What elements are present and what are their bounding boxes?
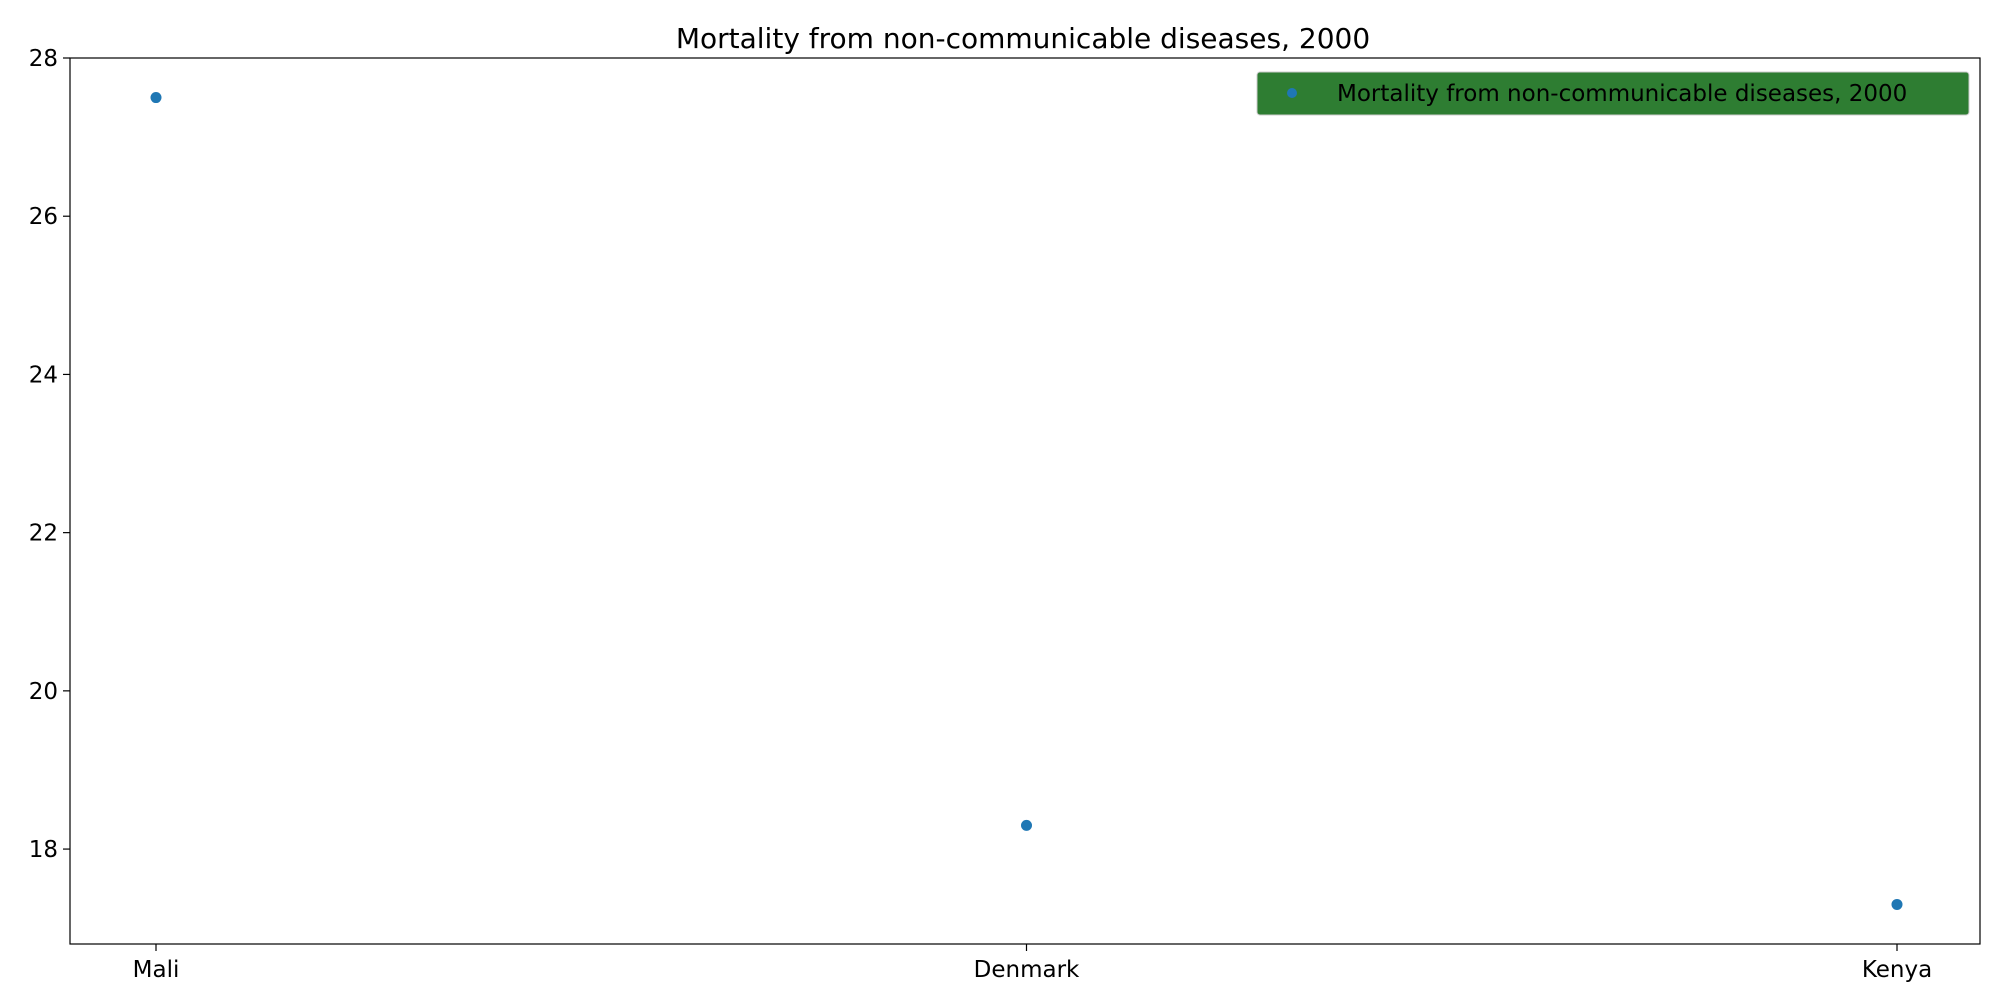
- x-tick-label: Kenya: [1862, 957, 1932, 983]
- x-tick-label: Denmark: [974, 957, 1080, 983]
- y-tick-label: 28: [29, 46, 58, 72]
- legend-box: [1256, 71, 1970, 116]
- y-tick-label: 24: [29, 362, 58, 388]
- y-tick-label: 26: [29, 204, 58, 230]
- y-tick-label: 22: [29, 521, 58, 547]
- chart-title: Mortality from non-communicable diseases…: [676, 22, 1370, 55]
- data-points: [150, 92, 1903, 910]
- y-axis: 18 20 22 24 26 28: [29, 46, 70, 863]
- legend-marker: [1287, 88, 1297, 98]
- y-tick-label: 18: [29, 837, 58, 863]
- data-point: [1891, 898, 1903, 910]
- x-axis: Mali Denmark Kenya: [133, 944, 1932, 983]
- data-point: [1021, 819, 1032, 831]
- plot-area: [69, 57, 1981, 945]
- data-point: [150, 92, 162, 104]
- y-tick-label: 20: [29, 679, 58, 705]
- legend-label: Mortality from non-communicable diseases…: [1337, 81, 1907, 107]
- legend: Mortality from non-communicable diseases…: [1256, 71, 1970, 116]
- x-tick-label: Mali: [133, 957, 180, 983]
